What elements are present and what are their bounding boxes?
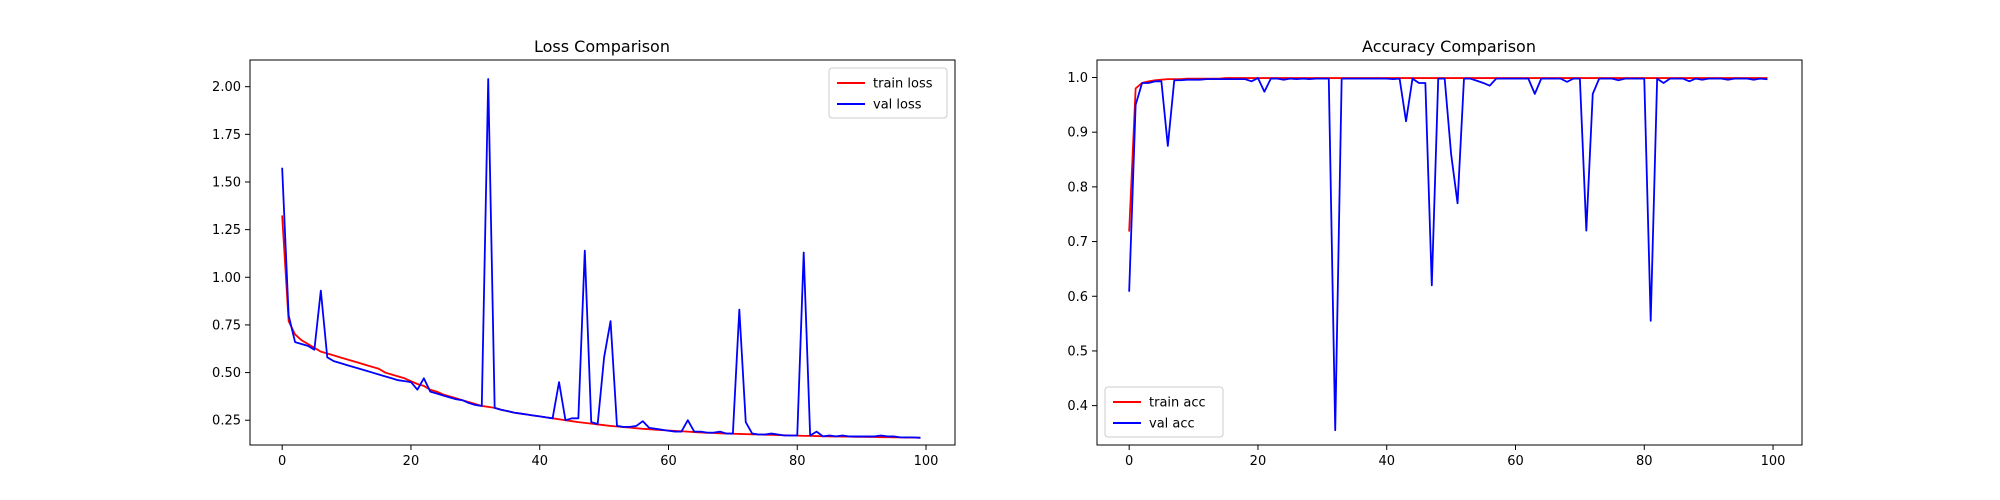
accuracy-legend: train acc val acc xyxy=(1104,386,1224,438)
accuracy-y-tick-label: 0.5 xyxy=(1067,344,1088,359)
accuracy-legend-box xyxy=(1104,386,1224,438)
loss-series-line-train-loss xyxy=(281,215,921,439)
accuracy-chart-panel: Accuracy Comparison 0 20 40 60 80 100 0.4 0.5 0.… xyxy=(1067,37,1803,469)
accuracy-x-tick-label: 0 xyxy=(1125,454,1133,469)
accuracy-legend-label: train acc xyxy=(1149,396,1206,411)
loss-x-tick-label: 100 xyxy=(914,454,939,469)
loss-legend-box xyxy=(828,67,948,119)
loss-chart-title: Loss Comparison xyxy=(534,37,670,56)
accuracy-y-tick-label: 0.9 xyxy=(1067,126,1088,141)
loss-y-tick-label: 2.00 xyxy=(212,80,241,95)
accuracy-y-tick-label: 0.8 xyxy=(1067,180,1088,195)
accuracy-y-tick-label: 0.7 xyxy=(1067,235,1088,250)
loss-x-tick-label: 80 xyxy=(789,454,806,469)
accuracy-x-tick-label: 80 xyxy=(1636,454,1653,469)
accuracy-axes-frame xyxy=(1096,59,1803,446)
loss-x-tick-label: 60 xyxy=(660,454,677,469)
loss-chart-panel: Loss Comparison 0 20 40 60 80 100 0.25 0.50 0.75… xyxy=(212,37,956,469)
accuracy-x-tick-label: 20 xyxy=(1250,454,1267,469)
loss-series-line-val-loss xyxy=(281,78,921,439)
loss-legend: train loss val loss xyxy=(828,67,948,119)
accuracy-x-tick-label: 100 xyxy=(1761,454,1786,469)
loss-y-tick-label: 0.75 xyxy=(212,318,241,333)
loss-y-tick-label: 1.50 xyxy=(212,175,241,190)
loss-legend-label: train loss xyxy=(873,77,933,92)
accuracy-series-line-val-acc xyxy=(1128,77,1768,432)
loss-y-tick-label: 1.75 xyxy=(212,128,241,143)
accuracy-legend-label: val acc xyxy=(1149,417,1195,432)
accuracy-x-tick-label: 40 xyxy=(1378,454,1395,469)
loss-legend-label: val loss xyxy=(873,98,922,113)
loss-x-tick-label: 20 xyxy=(403,454,420,469)
accuracy-chart-title: Accuracy Comparison xyxy=(1362,37,1536,56)
loss-x-tick-label: 0 xyxy=(278,454,286,469)
loss-axes-frame xyxy=(249,59,956,446)
loss-y-tick-label: 1.25 xyxy=(212,223,241,238)
accuracy-x-tick-label: 60 xyxy=(1507,454,1524,469)
loss-x-tick-label: 40 xyxy=(531,454,548,469)
accuracy-y-tick-label: 1.0 xyxy=(1067,71,1088,86)
loss-y-tick-label: 0.50 xyxy=(212,366,241,381)
accuracy-y-tick-label: 0.6 xyxy=(1067,290,1088,305)
loss-y-tick-label: 1.00 xyxy=(212,271,241,286)
accuracy-series-line-train-acc xyxy=(1128,77,1768,232)
loss-y-tick-label: 0.25 xyxy=(212,414,241,429)
accuracy-y-tick-label: 0.4 xyxy=(1067,399,1088,414)
